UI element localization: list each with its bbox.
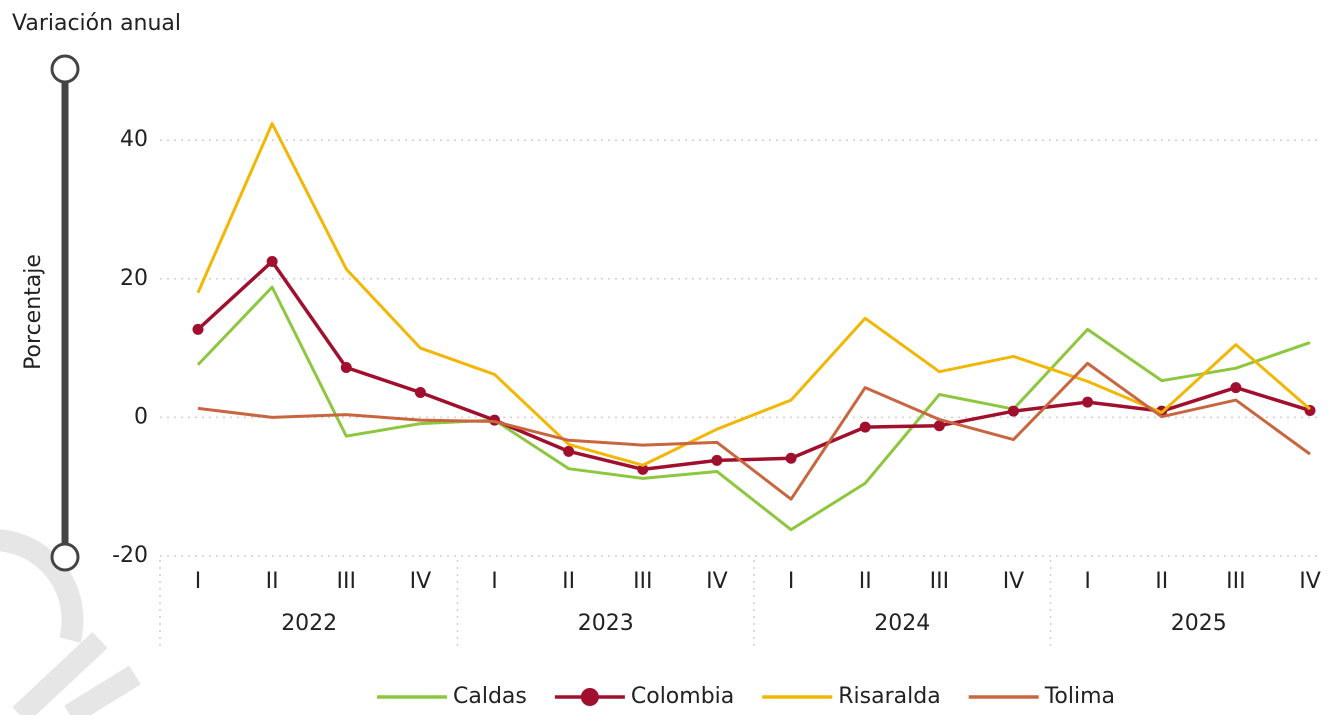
x-tick-label: III xyxy=(633,569,652,594)
data-point xyxy=(1007,405,1019,417)
y-tick-label: 20 xyxy=(120,266,148,291)
x-tick-label: II xyxy=(562,569,575,594)
x-tick-label: III xyxy=(337,569,356,594)
watermark xyxy=(0,529,141,715)
legend-marker xyxy=(580,688,599,706)
series-line xyxy=(196,259,1311,472)
series-line xyxy=(197,361,1311,501)
x-tick-label: IV xyxy=(1003,569,1025,594)
x-group-label: 2023 xyxy=(578,611,634,636)
data-point xyxy=(711,454,723,466)
x-tick-label: II xyxy=(266,569,279,594)
x-group-label: 2024 xyxy=(874,611,930,636)
x-tick-label: III xyxy=(1226,569,1245,594)
y-axis-label: Porcentaje xyxy=(21,254,46,370)
y-tick-label: 40 xyxy=(120,127,148,152)
x-tick-label: III xyxy=(930,569,949,594)
x-tick-label: IV xyxy=(706,569,728,594)
data-point xyxy=(933,420,945,432)
legend-label: Colombia xyxy=(631,684,734,709)
x-tick-label: I xyxy=(788,569,795,594)
legend-label: Caldas xyxy=(453,684,527,709)
slider-handle xyxy=(50,542,80,572)
data-point xyxy=(266,255,278,267)
data-point xyxy=(563,445,575,457)
legend-label: Risaralda xyxy=(838,684,940,709)
watermark-arc xyxy=(0,529,84,643)
x-tick-label: I xyxy=(195,569,202,594)
x-tick-label: I xyxy=(1084,569,1091,594)
data-point xyxy=(340,362,352,374)
x-group-label: 2025 xyxy=(1171,611,1227,636)
slider-handle xyxy=(50,54,80,84)
x-tick-label: IV xyxy=(1299,569,1321,594)
x-tick-label: I xyxy=(491,569,498,594)
y-tick-label: 0 xyxy=(134,404,148,429)
chart-title: Variación anual xyxy=(12,11,181,36)
range-slider xyxy=(50,54,80,572)
data-point xyxy=(785,452,797,464)
watermark-stripes xyxy=(12,631,141,715)
data-point xyxy=(637,463,649,475)
legend-label: Tolima xyxy=(1044,684,1115,709)
series-line xyxy=(196,122,1311,467)
x-tick-label: IV xyxy=(410,569,432,594)
x-tick-label: II xyxy=(1155,569,1168,594)
data-point xyxy=(859,421,871,433)
data-point xyxy=(192,323,204,335)
x-group-label: 2022 xyxy=(281,611,337,636)
x-tick-label: II xyxy=(859,569,872,594)
data-point xyxy=(1230,382,1242,394)
data-point xyxy=(414,386,426,398)
y-tick-label: -20 xyxy=(112,543,148,568)
series-line xyxy=(196,285,1311,532)
data-point xyxy=(1082,396,1094,408)
